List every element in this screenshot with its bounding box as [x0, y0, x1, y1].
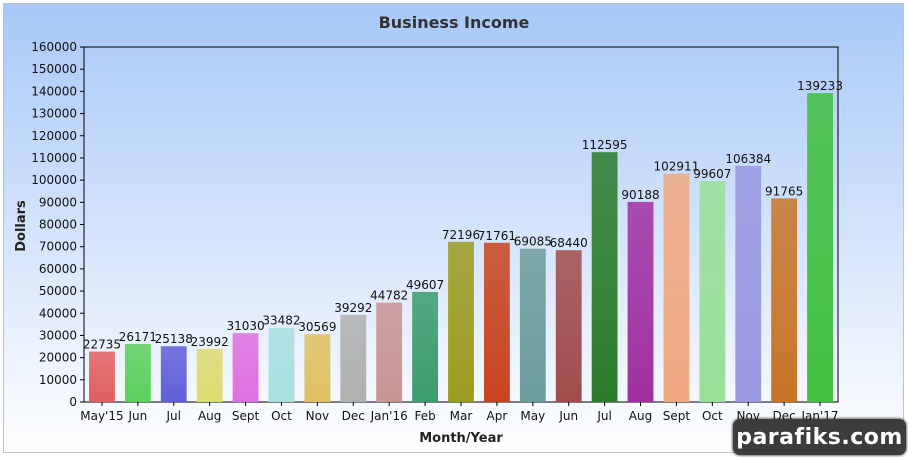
bar-value-label: 44782: [370, 289, 408, 303]
y-tick-label: 30000: [39, 328, 77, 342]
bar: [663, 173, 690, 402]
chart-title: Business Income: [379, 13, 530, 32]
bar-value-label: 91765: [765, 184, 803, 198]
bar: [89, 351, 115, 402]
bar-value-label: 139233: [797, 79, 843, 93]
bar-value-label: 68440: [550, 236, 588, 250]
y-tick-label: 20000: [39, 351, 77, 365]
y-tick-label: 100000: [31, 173, 77, 187]
y-tick-label: 160000: [31, 40, 77, 54]
x-tick-label: Oct: [271, 409, 292, 423]
y-tick-label: 140000: [31, 84, 77, 98]
bar-value-label: 26171: [119, 330, 157, 344]
y-tick-label: 60000: [39, 262, 77, 276]
bar: [412, 291, 439, 402]
y-tick-label: 70000: [39, 240, 77, 254]
watermark-text: parafiks.com: [736, 424, 903, 450]
bar-value-label: 90188: [621, 188, 659, 202]
y-tick-label: 120000: [31, 129, 77, 143]
bar-value-label: 22735: [83, 338, 121, 352]
bar-value-label: 33482: [262, 314, 300, 328]
watermark-logo: parafiks.com: [733, 419, 906, 455]
y-tick-label: 80000: [39, 218, 77, 232]
bar: [124, 343, 151, 402]
bar: [519, 248, 546, 402]
bar: [160, 346, 187, 402]
bar-value-label: 30569: [298, 320, 336, 334]
bar: [340, 314, 367, 402]
bar: [807, 93, 833, 402]
bar-value-label: 23992: [191, 335, 229, 349]
bar: [304, 334, 331, 402]
x-tick-label: Oct: [702, 409, 723, 423]
bar-value-label: 99607: [693, 167, 731, 181]
bar: [232, 333, 259, 402]
y-tick-label: 0: [69, 395, 77, 409]
bar-value-label: 31030: [226, 319, 264, 333]
x-tick-label: Jan'16: [370, 409, 408, 423]
bar: [196, 348, 223, 402]
chart-frame: Business Income Dollars Month/Year 0 1000…: [3, 3, 904, 453]
x-tick-label: Aug: [629, 409, 652, 423]
x-tick-label: Sept: [663, 409, 691, 423]
bar-value-label: 102911: [654, 160, 700, 174]
plot-area: 0 10000 20000 30000 40000 50000 60000 70000 8000…: [31, 40, 843, 423]
bar-value-label: 112595: [582, 138, 628, 152]
bar: [591, 152, 618, 402]
y-tick-label: 50000: [39, 284, 77, 298]
y-tick-label: 90000: [39, 195, 77, 209]
x-tick-label: Mar: [450, 409, 473, 423]
bar: [771, 198, 798, 402]
y-tick-label: 130000: [31, 107, 77, 121]
y-tick-label: 110000: [31, 151, 77, 165]
bar: [376, 302, 403, 402]
x-tick-label: Sept: [232, 409, 260, 423]
x-axis-title: Month/Year: [419, 431, 503, 446]
y-tick-label: 10000: [39, 373, 77, 387]
x-tick-label: Jul: [596, 409, 611, 423]
bar-chart: Business Income Dollars Month/Year 0 1000…: [4, 4, 903, 452]
x-tick-label: Apr: [487, 409, 508, 423]
y-tick-label: 40000: [39, 306, 77, 320]
bar-value-label: 49607: [406, 278, 444, 292]
bar-value-label: 39292: [334, 301, 372, 315]
bar: [448, 241, 474, 402]
y-axis-title: Dollars: [14, 200, 29, 252]
bar-value-label: 25138: [155, 332, 193, 346]
bar-value-label: 69085: [514, 235, 552, 249]
x-tick-label: Aug: [198, 409, 221, 423]
bar: [483, 242, 510, 402]
bar: [555, 250, 582, 402]
x-tick-label: Dec: [342, 409, 365, 423]
bar-value-label: 72196: [442, 228, 480, 242]
x-tick-label: May'15: [80, 409, 123, 423]
bar: [699, 180, 726, 402]
bar-value-label: 106384: [725, 152, 771, 166]
x-tick-label: Nov: [306, 409, 329, 423]
x-tick-label: Feb: [414, 409, 435, 423]
bar: [627, 201, 654, 402]
bar: [735, 165, 762, 402]
y-tick-label: 150000: [31, 62, 77, 76]
x-tick-label: Jul: [166, 409, 181, 423]
x-tick-label: Jun: [127, 409, 147, 423]
bar-value-label: 71761: [478, 229, 516, 243]
x-tick-label: May: [520, 409, 545, 423]
bar: [268, 327, 295, 402]
x-tick-label: Jun: [558, 409, 578, 423]
